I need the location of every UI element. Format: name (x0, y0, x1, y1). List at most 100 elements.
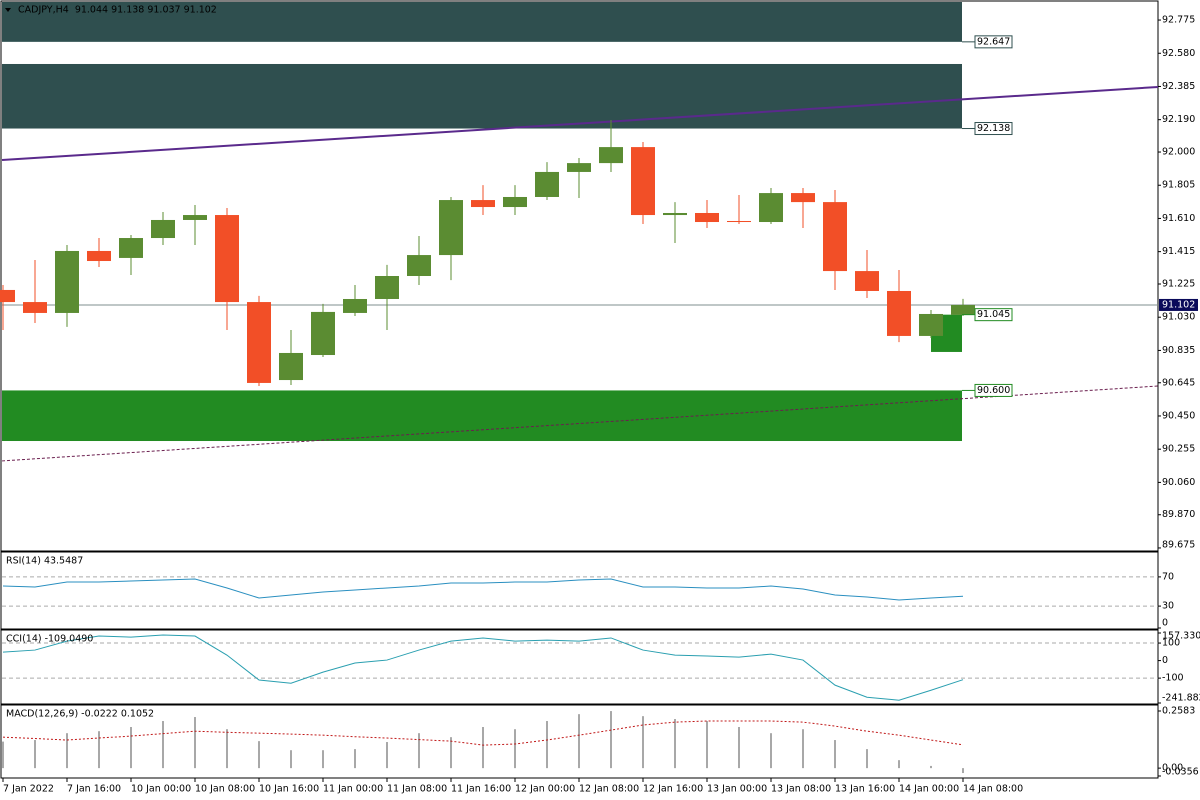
y-tick-label: 100 (1162, 638, 1180, 649)
x-tick-label: 7 Jan 2022 (3, 784, 54, 795)
x-tick-label: 13 Jan 00:00 (707, 784, 767, 795)
candle-body (343, 298, 367, 313)
panel-frame (0, 551, 1159, 630)
candle-body (951, 304, 975, 315)
zone (2, 2, 962, 42)
current-price-label: 91.102 (1162, 299, 1195, 310)
candle-body (279, 352, 303, 381)
zone (2, 63, 962, 129)
candle-body (311, 311, 335, 356)
y-tick-label: 92.190 (1162, 114, 1195, 125)
candle-body (247, 302, 271, 383)
zone-label: 92.647 (977, 36, 1010, 47)
y-tick-label: -100 (1162, 673, 1184, 684)
panel-frame (0, 629, 1159, 705)
x-tick-label: 7 Jan 16:00 (67, 784, 121, 795)
candle-body (695, 212, 719, 223)
y-tick-label: 0 (1162, 618, 1168, 629)
x-tick-label: 13 Jan 16:00 (835, 784, 895, 795)
x-tick-label: 10 Jan 16:00 (259, 784, 319, 795)
candle-body (87, 250, 111, 262)
zone-label: 91.045 (977, 309, 1010, 320)
y-tick-label: 91.030 (1162, 312, 1195, 323)
candle-body (727, 220, 751, 223)
y-tick-label: 0 (1162, 655, 1168, 666)
panel-title: RSI(14) 43.5487 (6, 556, 83, 567)
candle-body (119, 238, 143, 258)
panel-frame (0, 0, 1159, 552)
zone-label-box (974, 122, 1013, 136)
y-tick-label: 92.385 (1162, 81, 1195, 92)
x-tick-label: 14 Jan 08:00 (963, 784, 1023, 795)
candle-body (855, 271, 879, 291)
x-tick-label: 12 Jan 00:00 (515, 784, 575, 795)
y-tick-label: 92.000 (1162, 147, 1195, 158)
x-tick-label: 14 Jan 00:00 (899, 784, 959, 795)
candle-body (439, 200, 463, 256)
indicator-line (2, 720, 964, 746)
y-tick-label: 91.610 (1162, 213, 1195, 224)
y-tick-label: 91.805 (1162, 180, 1195, 191)
panel-title: MACD(12,26,9) -0.0222 0.1052 (6, 709, 154, 720)
candle-body (503, 196, 527, 208)
zone-label: 92.138 (977, 123, 1010, 134)
panel-title: CCI(14) -109.0490 (6, 634, 93, 645)
candle-body (759, 193, 783, 223)
y-tick-label: 30 (1162, 601, 1174, 612)
x-tick-label: 11 Jan 00:00 (323, 784, 383, 795)
candle-body (919, 313, 943, 336)
candle-body (471, 200, 495, 208)
candle-body (0, 289, 15, 303)
current-price-box (1159, 298, 1198, 311)
indicator-line (2, 634, 964, 701)
y-tick-label: 0.00 (1162, 763, 1183, 774)
x-tick-label: 10 Jan 08:00 (195, 784, 255, 795)
candle-body (23, 302, 47, 313)
y-tick-label: 91.225 (1162, 279, 1195, 290)
candle-body (631, 147, 655, 216)
candle-body (215, 215, 239, 303)
candle-body (567, 163, 591, 172)
zone-label-box (974, 35, 1013, 49)
panel-frame (0, 704, 1159, 779)
zone (2, 390, 962, 442)
y-tick-label: -241.882 (1162, 693, 1200, 704)
y-tick-label: 90.255 (1162, 444, 1195, 455)
y-tick-label: 92.775 (1162, 15, 1195, 26)
x-tick-label: 12 Jan 16:00 (643, 784, 703, 795)
panel-title: CADJPY,H4 91.044 91.138 91.037 91.102 (18, 5, 217, 16)
candle-body (375, 276, 399, 299)
x-tick-label: 10 Jan 00:00 (131, 784, 191, 795)
candle-body (55, 250, 79, 313)
zone-label-box (974, 308, 1013, 322)
zone-label: 90.600 (977, 385, 1010, 396)
y-tick-label: -0.0356 (1162, 767, 1199, 778)
y-tick-label: 90.645 (1162, 377, 1195, 388)
y-tick-label: 90.835 (1162, 345, 1195, 356)
zone-label-box (974, 383, 1013, 397)
y-tick-label: 89.675 (1162, 540, 1195, 551)
y-tick-label: 90.450 (1162, 410, 1195, 421)
y-tick-label: 92.580 (1162, 48, 1195, 59)
candle-body (535, 171, 559, 197)
trendline (1, 385, 1159, 462)
y-tick-label: 89.870 (1162, 509, 1195, 520)
candle-body (599, 147, 623, 164)
candle-body (183, 215, 207, 220)
candle-body (151, 219, 175, 239)
y-tick-label: 0.2583 (1162, 706, 1195, 717)
trendline (1, 85, 1159, 162)
y-tick-label: 90.060 (1162, 477, 1195, 488)
candle-body (887, 290, 911, 336)
candle-body (791, 193, 815, 203)
y-tick-label: 70 (1162, 571, 1174, 582)
x-tick-label: 11 Jan 16:00 (451, 784, 511, 795)
x-tick-label: 11 Jan 08:00 (387, 784, 447, 795)
candle-body (663, 212, 687, 216)
symbol-menu-icon (5, 8, 11, 12)
x-tick-label: 13 Jan 08:00 (771, 784, 831, 795)
x-tick-label: 12 Jan 08:00 (579, 784, 639, 795)
indicator-line (2, 578, 964, 601)
